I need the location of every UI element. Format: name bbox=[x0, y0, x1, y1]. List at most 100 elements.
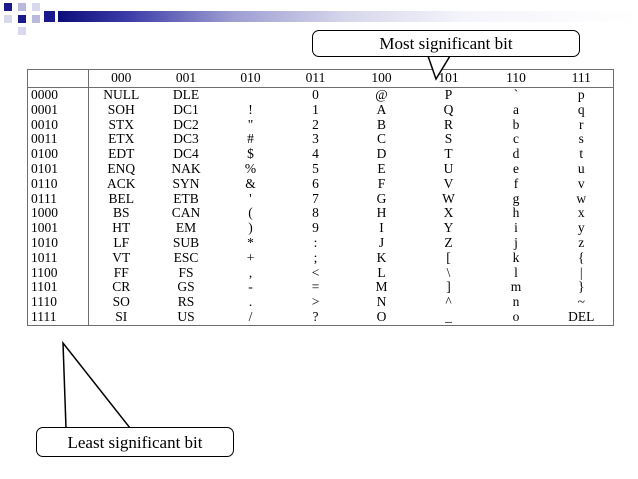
table-row: 1011 VT ESC +; K [k { bbox=[27, 249, 614, 266]
table-cell: Y bbox=[443, 220, 454, 236]
column-header: 101 bbox=[414, 69, 483, 88]
table-cell: | bbox=[549, 265, 614, 281]
row-header: 0010 bbox=[27, 117, 89, 133]
row-header: 0111 bbox=[27, 191, 89, 207]
table-cell: z bbox=[549, 235, 614, 251]
column-header: 110 bbox=[482, 69, 550, 88]
table-cell: S bbox=[444, 131, 453, 147]
table-cell: DLE bbox=[172, 87, 200, 102]
table-cell: ESC bbox=[173, 249, 199, 265]
table-cell: US bbox=[153, 309, 219, 326]
table-cell: u bbox=[549, 161, 614, 177]
table-cell: $ bbox=[247, 146, 254, 162]
table-cell: q bbox=[549, 102, 614, 118]
table-cell: 4 bbox=[312, 146, 319, 162]
table-cell: : bbox=[313, 234, 318, 250]
table-cell: 9 bbox=[312, 220, 319, 236]
table-cell: w bbox=[549, 191, 614, 207]
header-band bbox=[0, 0, 638, 40]
header-square bbox=[32, 15, 40, 23]
table-cell: i bbox=[514, 220, 518, 236]
table-row: 1101 CR GS - = M] m} bbox=[27, 279, 614, 296]
table-cell: . bbox=[248, 294, 253, 310]
table-cell: W bbox=[442, 190, 455, 206]
header-gradient-bar bbox=[58, 11, 638, 22]
table-cell: e bbox=[513, 160, 519, 176]
table-cell: ! bbox=[248, 101, 253, 117]
table-cell: p bbox=[549, 87, 614, 103]
table-cell: EDT bbox=[108, 146, 135, 162]
table-cell: l bbox=[514, 264, 518, 280]
lsb-leader bbox=[62, 340, 131, 429]
row-header: 1011 bbox=[27, 250, 89, 266]
table-cell: d bbox=[512, 146, 520, 162]
header-square bbox=[4, 3, 12, 11]
table-cell: b bbox=[512, 116, 520, 132]
table-cell: " bbox=[247, 116, 254, 132]
table-cell: T bbox=[444, 146, 453, 162]
header-square bbox=[18, 15, 26, 23]
table-cell: DC2 bbox=[173, 116, 199, 132]
row-header: 1110 bbox=[27, 294, 89, 310]
table-row: 0000 NULL DLE 0 @ P ` p bbox=[27, 87, 614, 103]
row-header: 0011 bbox=[27, 132, 89, 148]
table-cell: SOH bbox=[107, 101, 135, 117]
table-cell: \ bbox=[446, 264, 451, 280]
table-cell: 3 bbox=[312, 131, 319, 147]
table-cell: r bbox=[549, 117, 614, 133]
table-cell: M bbox=[375, 279, 388, 295]
header-square bbox=[4, 15, 12, 23]
table-cell: & bbox=[245, 175, 256, 191]
table-cell: 6 bbox=[312, 175, 319, 191]
table-cell: B bbox=[376, 116, 386, 132]
table-cell: * bbox=[247, 234, 254, 250]
table-cell: VT bbox=[112, 249, 131, 265]
table-cell: N bbox=[376, 294, 387, 310]
table-cell: LF bbox=[113, 234, 130, 250]
table-cell bbox=[219, 88, 283, 103]
table-cell: D bbox=[376, 146, 387, 162]
table-cell: ; bbox=[313, 249, 318, 265]
table-cell: = bbox=[311, 279, 320, 295]
table-cell: DEL bbox=[549, 309, 614, 326]
table-cell: Q bbox=[443, 101, 454, 117]
table-cell: CR bbox=[112, 279, 131, 295]
column-header: 000 bbox=[88, 69, 154, 88]
table-cell: DC4 bbox=[173, 146, 199, 162]
table-cell: EM bbox=[175, 220, 197, 236]
table-row: 1110 SO RS. > N ^ n ~ bbox=[27, 294, 614, 310]
header-square bbox=[32, 3, 40, 11]
row-header: 0001 bbox=[27, 102, 89, 118]
column-header: 100 bbox=[348, 69, 415, 88]
table-cell: SUB bbox=[172, 234, 200, 250]
corner-cell bbox=[27, 69, 89, 88]
table-cell: BS bbox=[112, 205, 130, 221]
table-cell: + bbox=[246, 249, 255, 265]
row-header: 1000 bbox=[27, 206, 89, 222]
table-cell: a bbox=[513, 101, 519, 117]
table-cell: G bbox=[376, 190, 387, 206]
table-cell: DC3 bbox=[173, 131, 199, 147]
table-cell: 0 bbox=[312, 87, 319, 102]
table-cell: 2 bbox=[312, 116, 319, 132]
table-cell: 8 bbox=[312, 205, 319, 221]
table-cell: ? bbox=[282, 309, 349, 326]
table-cell: SO bbox=[112, 294, 130, 310]
table-cell: Z bbox=[444, 234, 453, 250]
table-cell: < bbox=[311, 264, 320, 280]
table-cell: _ bbox=[414, 309, 483, 326]
row-header: 0110 bbox=[27, 176, 89, 192]
table-cell: V bbox=[443, 175, 454, 191]
table-cell: ETB bbox=[173, 190, 199, 206]
row-header: 1001 bbox=[27, 220, 89, 236]
table-cell: / bbox=[218, 309, 283, 326]
table-cell: HT bbox=[112, 220, 131, 236]
table-cell: X bbox=[443, 205, 454, 221]
table-cell: ( bbox=[248, 205, 253, 221]
table-cell: NULL bbox=[103, 87, 140, 102]
table-cell: v bbox=[549, 176, 614, 192]
